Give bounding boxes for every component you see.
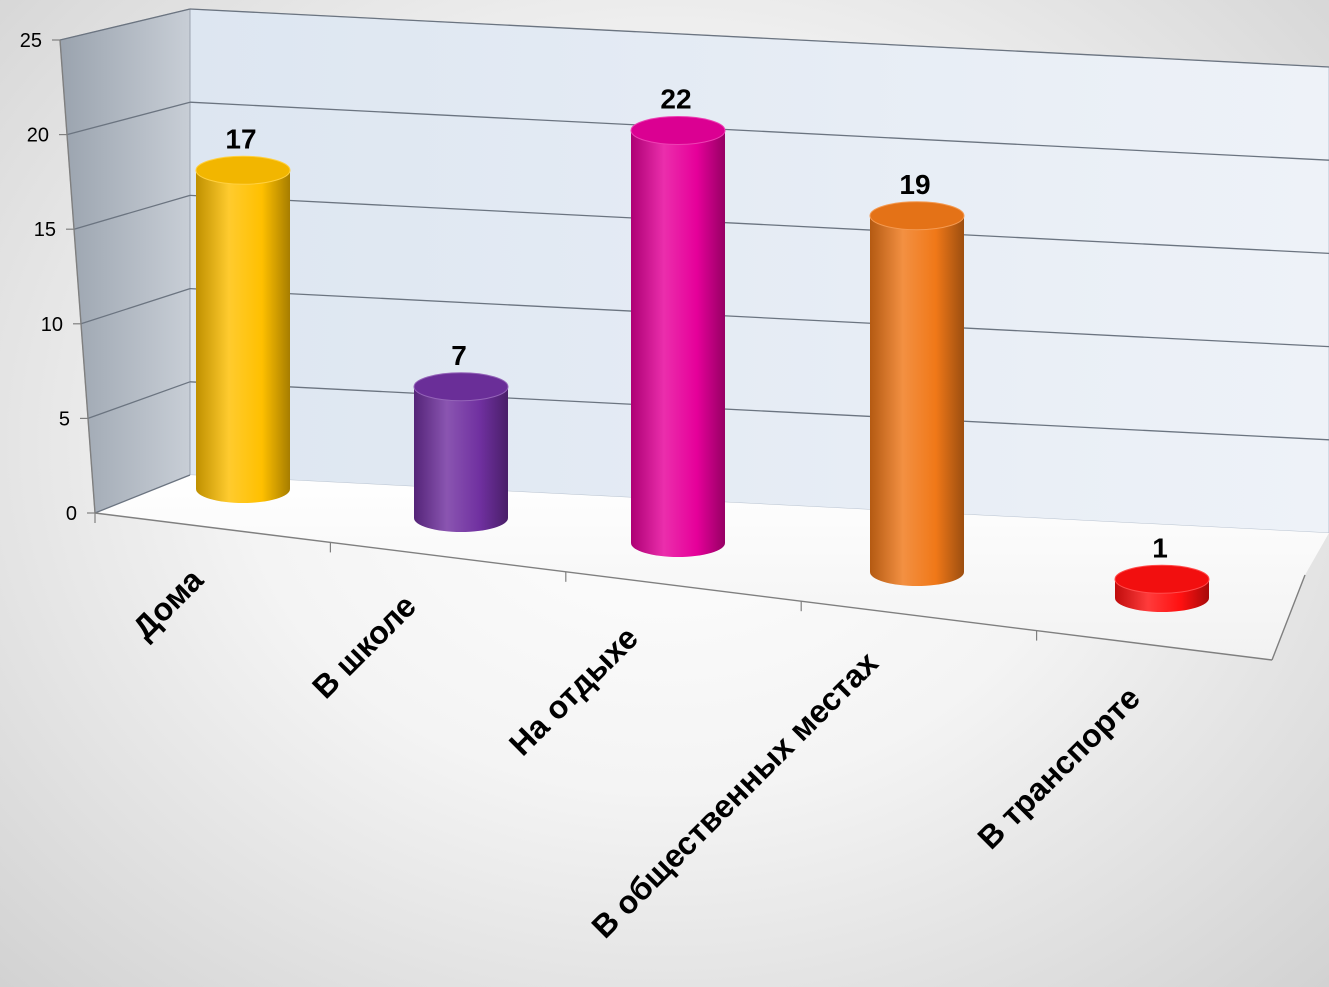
gridline-side: [94, 474, 191, 514]
category-label: В школе: [305, 587, 423, 705]
bars: [195, 116, 1210, 612]
bar-5: [1114, 564, 1210, 612]
floor: [95, 475, 1329, 660]
data-label: 1: [1152, 532, 1168, 563]
bar-3: [630, 116, 726, 557]
bar-top: [195, 155, 291, 185]
bar-body: [196, 170, 290, 503]
y-tick-label: 10: [41, 314, 63, 336]
gridlines: [59, 8, 1329, 514]
gridline: [189, 194, 1329, 255]
bar-body: [631, 130, 725, 557]
gridline: [189, 381, 1329, 441]
gridline-side: [66, 101, 191, 136]
bar-4: [869, 201, 965, 586]
data-label: 22: [660, 84, 691, 115]
data-label: 17: [225, 123, 256, 154]
category-label: На отдыхе: [502, 619, 645, 762]
x-axis: [94, 512, 1273, 661]
y-tick-label: 20: [27, 125, 49, 147]
side-wall: [59, 8, 191, 514]
gridline: [189, 101, 1329, 161]
gridline-side: [87, 381, 191, 420]
axes: [52, 39, 1306, 661]
gridline: [189, 287, 1329, 348]
y-tick-label: 25: [20, 30, 42, 52]
bar-body: [870, 215, 964, 586]
category-label: Дома: [126, 561, 211, 646]
gridline-side: [80, 287, 191, 325]
back-wall: [189, 8, 1329, 534]
data-label: 19: [899, 169, 930, 200]
bar-top: [413, 372, 509, 402]
floor-right-edge: [1271, 574, 1306, 661]
y-axis: [59, 39, 96, 514]
category-label: В транспорте: [970, 679, 1147, 856]
y-tick-label: 0: [66, 503, 77, 525]
gridline-side: [73, 194, 191, 230]
y-tick-label: 5: [59, 408, 70, 430]
bar-top: [1114, 564, 1210, 594]
gridline-side: [59, 8, 191, 41]
data-label: 7: [451, 340, 467, 371]
bar-body: [414, 386, 508, 532]
bar-1: [195, 155, 291, 503]
gridline: [189, 8, 1329, 68]
bar-2: [413, 372, 509, 532]
category-label: В общественных местах: [584, 644, 885, 945]
y-tick-label: 15: [34, 219, 56, 241]
bar-top: [869, 201, 965, 231]
bar-top: [630, 116, 726, 145]
